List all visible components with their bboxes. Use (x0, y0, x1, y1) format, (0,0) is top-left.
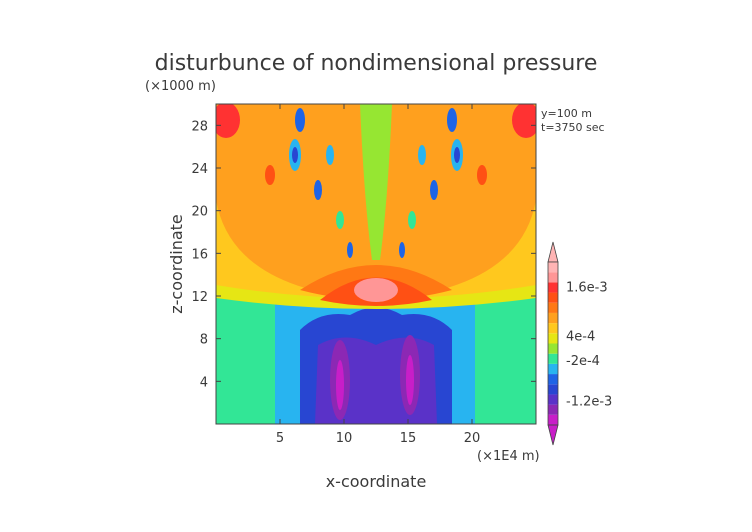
colorbar-segment (548, 302, 558, 313)
y-tick-label: 20 (191, 205, 208, 220)
colorbar-segment (548, 323, 558, 334)
contour-cell (292, 147, 298, 163)
annotation-t: t=3750 sec (541, 121, 605, 134)
y-axis-label: z-coordinate (167, 214, 186, 314)
colorbar-segment (548, 384, 558, 395)
colorbar-segment (548, 343, 558, 354)
colorbar-extend-max (547, 241, 559, 263)
colorbar-segment (548, 262, 558, 273)
colorbar-segment (548, 353, 558, 364)
colorbar-segment (548, 292, 558, 303)
contour-magenta-left (336, 360, 344, 410)
colorbar-segment (548, 312, 558, 324)
contour-cell (326, 145, 334, 165)
y-tick-label: 16 (191, 247, 208, 262)
x-axis-label: x-coordinate (326, 472, 427, 491)
contour-cell (477, 165, 487, 185)
colorbar-frame (547, 261, 559, 426)
plot-frame (215, 103, 537, 425)
plot-area: 5 10 15 20 4 8 12 16 20 24 28 (191, 103, 537, 446)
y-tick-label: 8 (200, 333, 208, 348)
chart-title: disturbunce of nondimensional pressure (155, 51, 598, 76)
contour-red-top-right (512, 104, 536, 138)
y-axis-ticks: 4 8 12 16 20 24 28 (191, 119, 536, 390)
colorbar-extend-min (547, 424, 559, 446)
contour-cell (295, 108, 305, 132)
contour-cell (418, 145, 426, 165)
colorbar-tick-label: -2e-4 (566, 354, 600, 369)
colorbar-segment (548, 333, 558, 344)
contour-cell (454, 147, 460, 163)
colorbar-segment (548, 374, 558, 385)
contour-green-plume (360, 104, 392, 260)
contour-cell (265, 165, 275, 185)
colorbar-tick-label: -1.2e-3 (566, 395, 612, 410)
contour-magenta-right (406, 355, 414, 405)
x-tick-label: 10 (336, 431, 353, 446)
colorbar-segment (548, 414, 558, 425)
colorbar-segment (548, 394, 558, 405)
x-tick-label: 15 (400, 431, 417, 446)
annotation-y: y=100 m (541, 107, 592, 120)
x-unit-label: (×1E4 m) (477, 449, 540, 464)
contour-cell (314, 180, 322, 200)
x-axis-ticks: 5 10 15 20 (276, 104, 480, 446)
colorbar-segment (548, 272, 558, 283)
colorbar-segment (548, 282, 558, 293)
colorbar: 1.6e-3 4e-4 -2e-4 -1.2e-3 (547, 241, 612, 446)
y-tick-label: 12 (191, 290, 208, 305)
y-tick-label: 24 (191, 162, 208, 177)
contour-cell (447, 108, 457, 132)
contour-cell (336, 211, 344, 229)
x-tick-label: 5 (276, 431, 284, 446)
contour-cell (430, 180, 438, 200)
colorbar-segment (548, 363, 558, 375)
y-unit-label: (×1000 m) (145, 79, 216, 94)
y-tick-label: 28 (191, 119, 208, 134)
contour-cell (399, 242, 405, 258)
colorbar-tick-label: 1.6e-3 (566, 280, 608, 295)
contour-cell (408, 211, 416, 229)
contour-red-top-left (216, 104, 240, 138)
colorbar-segment (548, 404, 558, 415)
y-tick-label: 4 (200, 375, 208, 390)
colorbar-tick-label: 4e-4 (566, 329, 595, 344)
contour-cell (347, 242, 353, 258)
contour-pink-core (354, 278, 398, 302)
x-tick-label: 20 (464, 431, 481, 446)
